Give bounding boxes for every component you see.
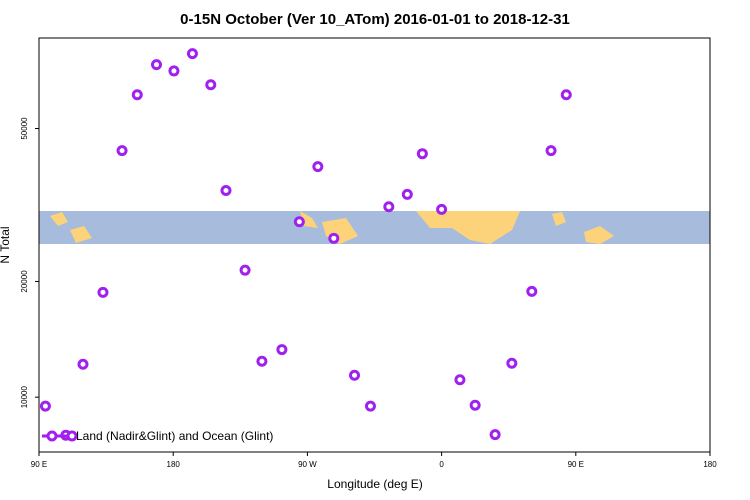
legend-label: Land (Nadir&Glint) and Ocean (Glint) [76,429,273,443]
data-point [293,216,305,228]
data-point [239,264,251,276]
data-point [383,201,395,213]
data-point [97,286,109,298]
data-point [205,79,217,91]
data-point [560,89,572,101]
data-point [349,369,361,381]
x-tick-label: 0 [439,460,444,469]
y-tick-label: 20000 [20,270,29,293]
legend-marker [66,430,78,442]
data-point [256,355,268,367]
x-axis-label: Longitude (deg E) [327,477,422,491]
data-point [469,399,481,411]
data-point [364,400,376,412]
data-point [168,65,180,77]
data-point [416,148,428,160]
data-point [77,358,89,370]
x-tick-label: 90 E [568,460,584,469]
data-point [506,357,518,369]
x-tick-label: 90 W [298,460,317,469]
x-tick-label: 90 E [31,460,47,469]
data-point [131,89,143,101]
y-axis-label: N Total [0,226,12,263]
data-point [186,48,198,60]
data-point [401,188,413,200]
map-strip [39,211,710,244]
data-point [116,145,128,157]
y-tick-label: 10000 [20,385,29,408]
x-tick-label: 180 [703,460,717,469]
data-point [276,344,288,356]
data-point [220,184,232,196]
chart-title: 0-15N October (Ver 10_ATom) 2016-01-01 t… [180,11,570,28]
data-point [312,161,324,173]
data-point [454,374,466,386]
y-tick-label: 50000 [20,117,29,140]
data-point [328,232,340,244]
data-point [39,400,51,412]
data-point [436,203,448,215]
legend-marker [46,430,58,442]
data-point [150,59,162,71]
plot-frame [38,37,711,453]
data-point [489,429,501,441]
x-tick-label: 180 [167,460,181,469]
data-point [526,285,538,297]
data-point [545,145,557,157]
